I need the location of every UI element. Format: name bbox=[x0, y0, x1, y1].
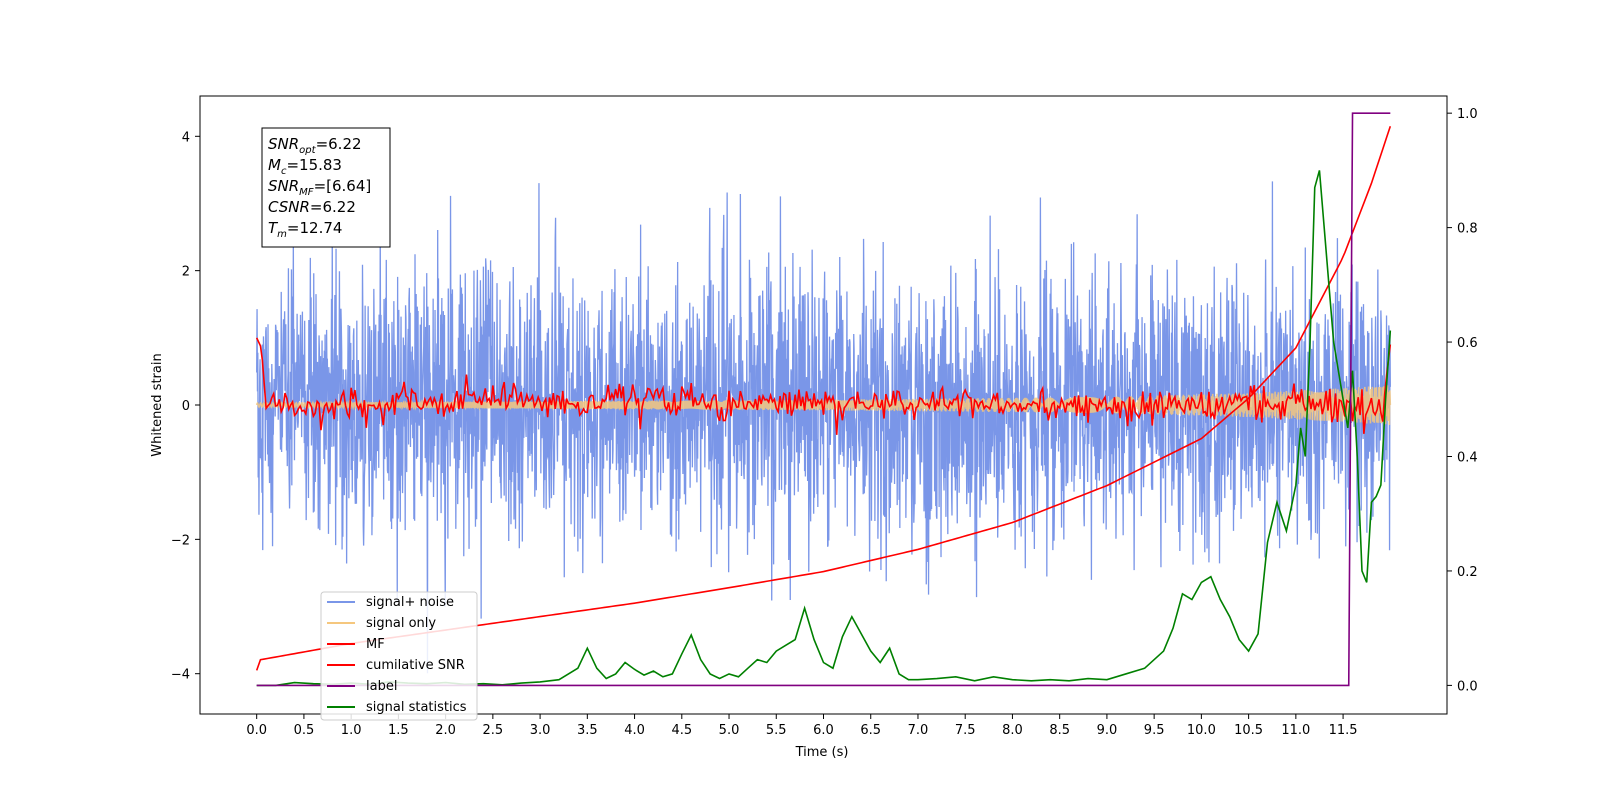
series-label bbox=[256, 112, 1391, 687]
x-tick-label: 3.5 bbox=[577, 723, 598, 738]
legend-label: label bbox=[366, 679, 397, 694]
x-tick-label: 4.5 bbox=[671, 723, 692, 738]
legend-label: MF bbox=[366, 637, 385, 652]
y-axis-ticks: 4 2 0 −2 −4 bbox=[171, 130, 200, 683]
annotation-lines: SNRopt=6.22Mc=15.83SNRMF=[6.64]CSNR=6.22… bbox=[268, 135, 371, 240]
x-tick-label: 9.0 bbox=[1097, 723, 1118, 738]
legend-frame bbox=[320, 591, 478, 721]
y-tick-label: 2 bbox=[182, 265, 190, 280]
annotation-line: CSNR=6.22 bbox=[268, 198, 356, 216]
y-tick-label: 4 bbox=[182, 130, 190, 145]
x-tick-label: 4.0 bbox=[624, 723, 645, 738]
legend-label: signal+ noise bbox=[366, 595, 454, 610]
x-tick-label: 2.0 bbox=[435, 723, 456, 738]
legend-items: signal+ noise signal only MF cumilative SNR… bbox=[327, 595, 467, 715]
y-tick-label: −4 bbox=[171, 668, 190, 683]
x-tick-label: 2.5 bbox=[483, 723, 504, 738]
annotation-line: Mc=15.83 bbox=[268, 156, 342, 177]
x-tick-label: 7.0 bbox=[908, 723, 929, 738]
y-axis-label: Whitened strain bbox=[150, 353, 165, 456]
series-signal-only bbox=[255, 385, 1392, 426]
y2-tick-label: 0.8 bbox=[1457, 222, 1478, 237]
x-tick-label: 5.0 bbox=[719, 723, 740, 738]
x-tick-label: 11.5 bbox=[1329, 723, 1358, 738]
series-signal-noise bbox=[256, 181, 1391, 674]
annotation-frame bbox=[261, 127, 391, 248]
series-signal-statistics bbox=[256, 170, 1392, 687]
x-tick-label: 8.0 bbox=[1002, 723, 1023, 738]
y2-tick-label: 0.6 bbox=[1457, 336, 1478, 351]
x-tick-label: 1.0 bbox=[341, 723, 362, 738]
y2-axis-ticks: 1.0 0.8 0.6 0.4 0.2 0.0 bbox=[1447, 107, 1478, 694]
legend-label: cumilative SNR bbox=[366, 658, 465, 673]
x-tick-label: 11.0 bbox=[1281, 723, 1310, 738]
legend: signal+ noise signal only MF cumilative SNR… bbox=[320, 591, 478, 721]
y-tick-label: 0 bbox=[182, 399, 190, 414]
x-tick-label: 10.5 bbox=[1234, 723, 1263, 738]
y-tick-label: −2 bbox=[171, 533, 190, 548]
x-tick-label: 6.0 bbox=[813, 723, 834, 738]
legend-label: signal statistics bbox=[366, 700, 467, 715]
y2-tick-label: 0.2 bbox=[1457, 565, 1478, 580]
y2-tick-label: 0.4 bbox=[1457, 451, 1478, 466]
x-tick-label: 3.0 bbox=[530, 723, 551, 738]
x-tick-label: 0.0 bbox=[246, 723, 267, 738]
x-tick-label: 6.5 bbox=[860, 723, 881, 738]
annotation-line: SNRopt=6.22 bbox=[268, 135, 362, 156]
x-tick-label: 7.5 bbox=[955, 723, 976, 738]
x-tick-label: 0.5 bbox=[294, 723, 315, 738]
legend-label: signal only bbox=[366, 616, 436, 631]
x-axis-label: Time (s) bbox=[795, 745, 849, 760]
x-axis-ticks: 0.0 0.5 1.0 1.5 2.0 2.5 3.0 3.5 4.0 4.5 5.0 5.5 6.0 6… bbox=[246, 714, 1358, 738]
series-mf bbox=[255, 337, 1392, 435]
x-tick-label: 10.0 bbox=[1187, 723, 1216, 738]
x-tick-label: 8.5 bbox=[1049, 723, 1070, 738]
annotation-line: SNRMF=[6.64] bbox=[268, 177, 371, 198]
y2-tick-label: 0.0 bbox=[1457, 679, 1478, 694]
x-tick-label: 1.5 bbox=[388, 723, 409, 738]
x-tick-label: 5.5 bbox=[766, 723, 787, 738]
annotation-line: Tm=12.74 bbox=[268, 219, 342, 240]
x-tick-label: 9.5 bbox=[1144, 723, 1165, 738]
y2-tick-label: 1.0 bbox=[1457, 107, 1478, 122]
annotation-box: SNRopt=6.22Mc=15.83SNRMF=[6.64]CSNR=6.22… bbox=[261, 127, 391, 248]
